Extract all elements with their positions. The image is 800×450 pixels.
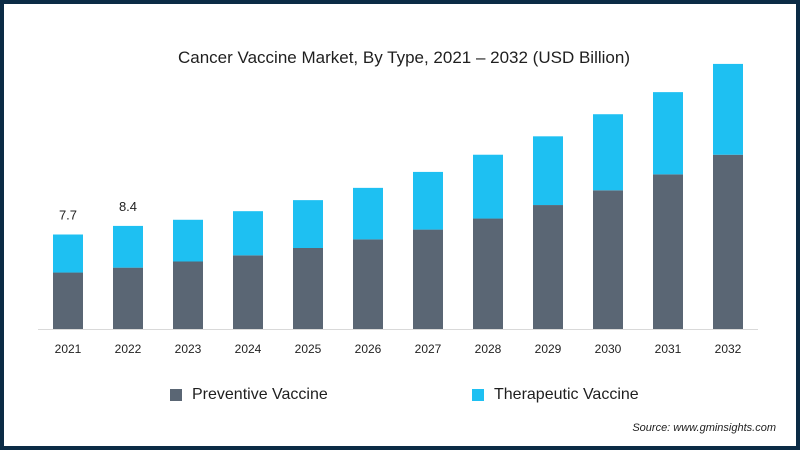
bar-preventive-2027: [413, 229, 443, 329]
bar-therapeutic-2022: [113, 225, 143, 268]
x-tick-label: 2030: [595, 342, 622, 356]
x-tick-label: 2025: [295, 342, 322, 356]
bar-preventive-2031: [653, 174, 683, 329]
bar-preventive-2022: [113, 267, 143, 329]
bar-preventive-2025: [293, 248, 323, 329]
x-tick-label: 2022: [115, 342, 142, 356]
bar-therapeutic-2025: [293, 200, 323, 248]
bar-preventive-2023: [173, 261, 203, 329]
x-tick-label: 2024: [235, 342, 262, 356]
bar-therapeutic-2026: [353, 187, 383, 240]
legend-swatch-preventive: [170, 389, 182, 401]
chart-title: Cancer Vaccine Market, By Type, 2021 – 2…: [178, 48, 630, 67]
x-tick-label: 2026: [355, 342, 382, 356]
legend: Preventive Vaccine Therapeutic Vaccine: [4, 386, 800, 410]
legend-label-therapeutic: Therapeutic Vaccine: [494, 386, 639, 403]
bar-preventive-2026: [353, 239, 383, 329]
bar-preventive-2032: [713, 154, 743, 329]
bar-chart: 2021 7.7 2022 8.4 2023 2024 2025 2026 2027 2028 20…: [38, 63, 758, 356]
legend-item-preventive: Preventive Vaccine: [170, 386, 328, 404]
bar-therapeutic-2023: [173, 219, 203, 262]
x-tick-label: 2028: [475, 342, 502, 356]
x-tick-label: 2031: [655, 342, 682, 356]
bar-preventive-2024: [233, 255, 263, 329]
bar-therapeutic-2028: [473, 154, 503, 219]
x-tick-label: 2029: [535, 342, 562, 356]
bar-therapeutic-2029: [533, 136, 563, 206]
x-tick-label: 2027: [415, 342, 442, 356]
bar-preventive-2030: [593, 190, 623, 329]
legend-item-therapeutic: Therapeutic Vaccine: [472, 386, 639, 404]
data-label: 8.4: [119, 199, 137, 214]
bar-therapeutic-2021: [53, 234, 83, 273]
bar-preventive-2028: [473, 218, 503, 329]
bar-preventive-2021: [53, 272, 83, 329]
bar-therapeutic-2032: [713, 63, 743, 155]
source-note: Source: www.gminsights.com: [632, 422, 776, 434]
x-tick-label: 2023: [175, 342, 202, 356]
bar-preventive-2029: [533, 205, 563, 329]
legend-swatch-therapeutic: [472, 389, 484, 401]
bar-therapeutic-2030: [593, 114, 623, 191]
data-label: 7.7: [59, 208, 77, 223]
bar-therapeutic-2027: [413, 171, 443, 230]
x-tick-label: 2032: [715, 342, 742, 356]
bar-therapeutic-2024: [233, 211, 263, 256]
x-tick-label: 2021: [55, 342, 82, 356]
legend-label-preventive: Preventive Vaccine: [192, 386, 328, 403]
bar-therapeutic-2031: [653, 92, 683, 175]
